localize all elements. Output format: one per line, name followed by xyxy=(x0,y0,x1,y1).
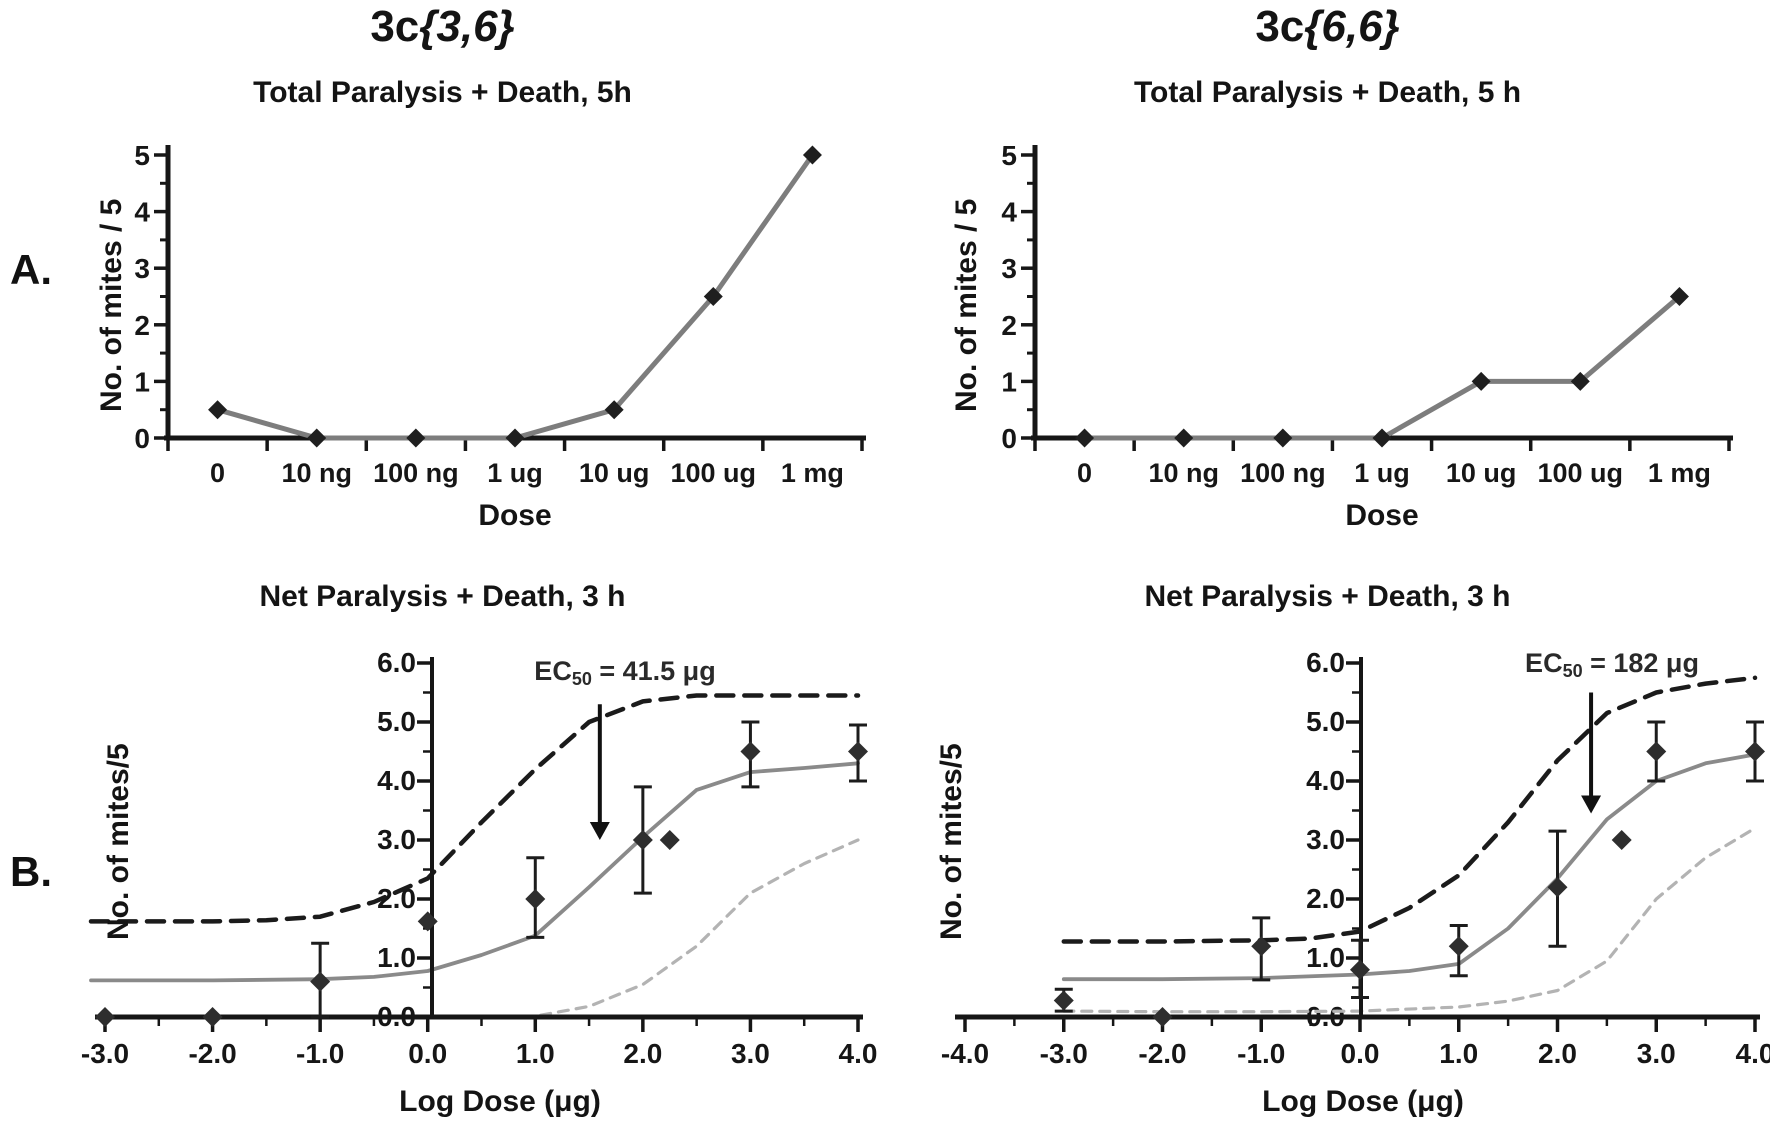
y-tick-label: 2 xyxy=(1001,310,1017,341)
x-tick-label: -4.0 xyxy=(941,1038,989,1069)
x-tick-label: 1 mg xyxy=(1648,458,1711,488)
x-tick-label: 0 xyxy=(1077,458,1092,488)
fit-line xyxy=(89,761,860,983)
x-tick-label: 0.0 xyxy=(1341,1038,1380,1069)
x-tick-label: 10 ug xyxy=(1446,458,1517,488)
data-point-marker xyxy=(1053,990,1074,1011)
y-tick-label: 4 xyxy=(134,197,150,228)
x-tick-label: 10 ng xyxy=(1148,458,1219,488)
x-tick-label: 100 ng xyxy=(373,458,459,488)
upper-ci-line xyxy=(88,693,861,924)
ec50-arrow-head xyxy=(589,822,610,840)
y-tick-label: 0 xyxy=(134,423,150,454)
y-tick-label: 1 xyxy=(1001,366,1017,397)
x-tick-label: 1.0 xyxy=(1439,1038,1478,1069)
x-tick-label: 1 mg xyxy=(781,458,844,488)
y-tick-label: 5.0 xyxy=(377,706,416,737)
y-tick-label: 0 xyxy=(1001,423,1017,454)
lower-ci-line xyxy=(539,838,860,1017)
data-point-marker xyxy=(1471,371,1491,391)
x-tick-label: -3.0 xyxy=(1040,1038,1088,1069)
y-tick-label: 4.0 xyxy=(377,765,416,796)
data-point-marker xyxy=(703,287,723,306)
x-tick-label: 2.0 xyxy=(623,1038,662,1069)
x-tick-label: 0.0 xyxy=(408,1038,447,1069)
data-point-marker xyxy=(740,741,761,762)
data-point-marker xyxy=(1570,371,1590,391)
data-point-marker xyxy=(1251,936,1272,957)
data-point-marker xyxy=(1547,877,1568,898)
y-tick-label: 3 xyxy=(134,253,150,284)
x-tick-label: 4.0 xyxy=(1736,1038,1770,1069)
data-point-marker xyxy=(1152,1007,1173,1027)
y-tick-label: 1.0 xyxy=(377,942,416,973)
data-point-marker xyxy=(632,830,653,850)
data-point-marker xyxy=(1372,428,1392,448)
data-point-marker xyxy=(208,400,228,420)
x-tick-label: 1 ug xyxy=(1354,458,1410,488)
fit-line xyxy=(1061,752,1757,982)
y-tick-label: 3.0 xyxy=(377,824,416,855)
x-tick-label: -3.0 xyxy=(81,1038,129,1069)
data-point-marker xyxy=(417,911,438,932)
x-tick-label: 100 ug xyxy=(671,458,757,488)
data-point-marker xyxy=(802,145,822,165)
y-tick-label: 5.0 xyxy=(1306,706,1345,737)
y-tick-label: 6.0 xyxy=(1306,647,1345,678)
y-tick-label: 4 xyxy=(1001,197,1017,228)
x-tick-label: 3.0 xyxy=(1637,1038,1676,1069)
y-tick-label: 2 xyxy=(134,310,150,341)
x-tick-label: 100 ng xyxy=(1240,458,1326,488)
data-point-marker xyxy=(659,830,680,850)
data-point-marker xyxy=(604,400,624,420)
data-point-marker xyxy=(307,428,327,448)
data-point-marker xyxy=(1448,936,1469,957)
y-tick-label: 3.0 xyxy=(1306,824,1345,855)
data-point-marker xyxy=(1350,959,1370,980)
ec50-arrow-head xyxy=(1581,795,1602,814)
x-tick-label: 3.0 xyxy=(731,1038,770,1069)
y-tick-label: 5 xyxy=(134,140,150,171)
y-tick-label: 5 xyxy=(1001,140,1017,171)
data-point-marker xyxy=(202,1007,223,1027)
y-tick-label: 4.0 xyxy=(1306,765,1345,796)
data-point-marker xyxy=(505,428,525,448)
y-tick-label: 3 xyxy=(1001,253,1017,284)
x-tick-label: -2.0 xyxy=(1138,1038,1186,1069)
data-line xyxy=(1082,294,1682,441)
data-point-marker xyxy=(848,741,868,762)
upper-ci-line xyxy=(1061,675,1758,944)
x-tick-label: -1.0 xyxy=(296,1038,344,1069)
data-point-marker xyxy=(1075,428,1095,448)
data-point-marker xyxy=(1174,428,1194,448)
x-tick-label: 0 xyxy=(210,458,225,488)
data-point-marker xyxy=(1273,428,1293,448)
data-point-marker xyxy=(1611,830,1632,850)
x-tick-label: 1.0 xyxy=(516,1038,555,1069)
data-point-marker xyxy=(1669,287,1689,306)
x-tick-label: 10 ug xyxy=(579,458,650,488)
data-point-marker xyxy=(95,1007,115,1027)
data-point-marker xyxy=(310,971,331,992)
lower-ci-line xyxy=(1062,826,1757,1014)
data-line xyxy=(215,152,815,441)
data-point-marker xyxy=(525,889,546,909)
x-tick-label: -2.0 xyxy=(188,1038,236,1069)
x-tick-label: 4.0 xyxy=(839,1038,878,1069)
x-tick-label: 1 ug xyxy=(487,458,543,488)
data-point-marker xyxy=(1646,741,1667,762)
data-point-marker xyxy=(406,428,426,448)
y-tick-label: 1 xyxy=(134,366,150,397)
y-tick-label: 2.0 xyxy=(1306,883,1345,914)
y-tick-label: 6.0 xyxy=(377,647,416,678)
x-tick-label: 100 ug xyxy=(1538,458,1624,488)
y-tick-label: 1.0 xyxy=(1306,942,1345,973)
x-tick-label: 10 ng xyxy=(281,458,352,488)
x-tick-label: 2.0 xyxy=(1538,1038,1577,1069)
x-tick-label: -1.0 xyxy=(1237,1038,1285,1069)
data-point-marker xyxy=(1745,741,1765,762)
